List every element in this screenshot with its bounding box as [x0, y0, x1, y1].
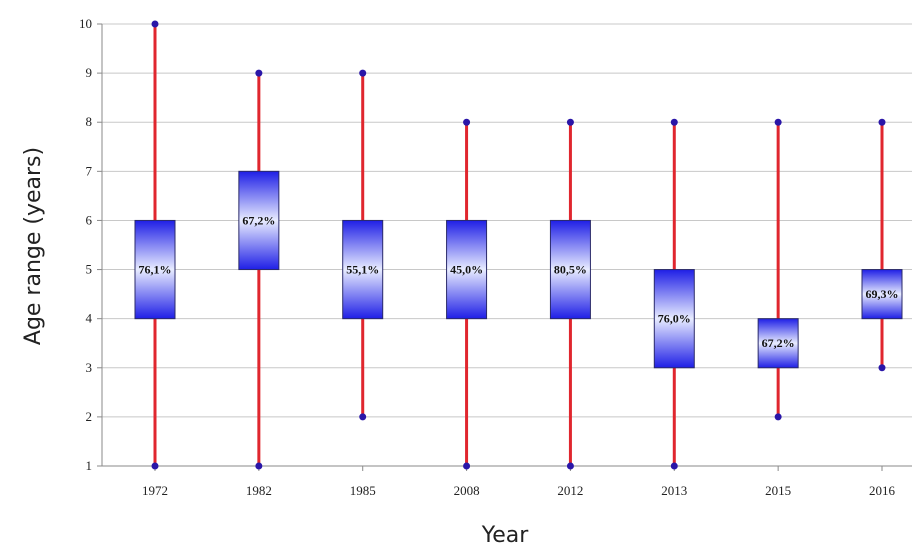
y-tick-label: 2 [86, 409, 93, 424]
box [653, 269, 695, 369]
box [238, 170, 280, 271]
x-tick-label: 2008 [454, 483, 480, 498]
box [446, 219, 488, 320]
whisker-endpoint [463, 118, 471, 126]
whisker-endpoint [359, 413, 367, 421]
box-percent-label: 67,2% [242, 213, 275, 227]
box-percent-label: 76,1% [139, 263, 172, 277]
x-tick-label: 2013 [661, 483, 687, 498]
y-tick-label: 3 [86, 360, 93, 375]
whisker-endpoint [774, 413, 782, 421]
whisker-endpoints [151, 20, 886, 470]
x-tick-label: 1982 [246, 483, 272, 498]
whisker-endpoint [878, 364, 886, 372]
axes [97, 23, 912, 471]
y-axis-title: Age range (years) [21, 147, 46, 345]
box-percent-label: 69,3% [866, 287, 899, 301]
gridlines [102, 23, 912, 467]
y-tick-label: 5 [86, 262, 93, 277]
box [861, 269, 903, 320]
box-percent-label: 55,1% [346, 263, 379, 277]
boxes [134, 170, 903, 369]
whisker-endpoint [774, 118, 782, 126]
box [134, 219, 176, 320]
x-tick-label: 2015 [765, 483, 791, 498]
x-tick-labels: 1972 1982 1985 2008 2012 2013 2015 2016 [142, 483, 896, 498]
y-tick-label: 6 [86, 212, 93, 227]
y-tick-label: 7 [86, 163, 93, 178]
y-tick-labels: 1 2 3 4 5 6 7 8 9 10 [79, 16, 93, 473]
x-axis-title: Year [481, 523, 530, 547]
x-tick-label: 1985 [350, 483, 376, 498]
whisker-endpoint [151, 20, 159, 28]
whisker-endpoint [359, 69, 367, 77]
box-percent-labels: 76,1% 67,2% 55,1% 45,0% 80,5% 76,0% 67,2% 69,3% [139, 213, 899, 350]
whisker-endpoint [255, 69, 263, 77]
whisker-endpoint [670, 462, 678, 470]
box [342, 219, 384, 320]
box [757, 318, 799, 369]
whisker-endpoint [878, 118, 886, 126]
box-percent-label: 76,0% [658, 312, 691, 326]
y-tick-label: 1 [86, 458, 93, 473]
whisker-endpoint [255, 462, 263, 470]
box-percent-label: 67,2% [762, 336, 795, 350]
whisker-endpoint [566, 118, 574, 126]
x-tick-label: 1972 [142, 483, 168, 498]
y-tick-label: 9 [86, 65, 93, 80]
whisker-endpoint [463, 462, 471, 470]
x-tick-label: 2012 [557, 483, 583, 498]
box-percent-label: 45,0% [450, 263, 483, 277]
y-tick-label: 4 [86, 311, 93, 326]
y-tick-label: 8 [86, 114, 93, 129]
y-tick-label: 10 [79, 16, 92, 31]
whisker-endpoint [566, 462, 574, 470]
box-percent-label: 80,5% [554, 263, 587, 277]
whisker-endpoint [670, 118, 678, 126]
whisker-endpoint [151, 462, 159, 470]
box [549, 219, 591, 320]
x-tick-label: 2016 [869, 483, 896, 498]
